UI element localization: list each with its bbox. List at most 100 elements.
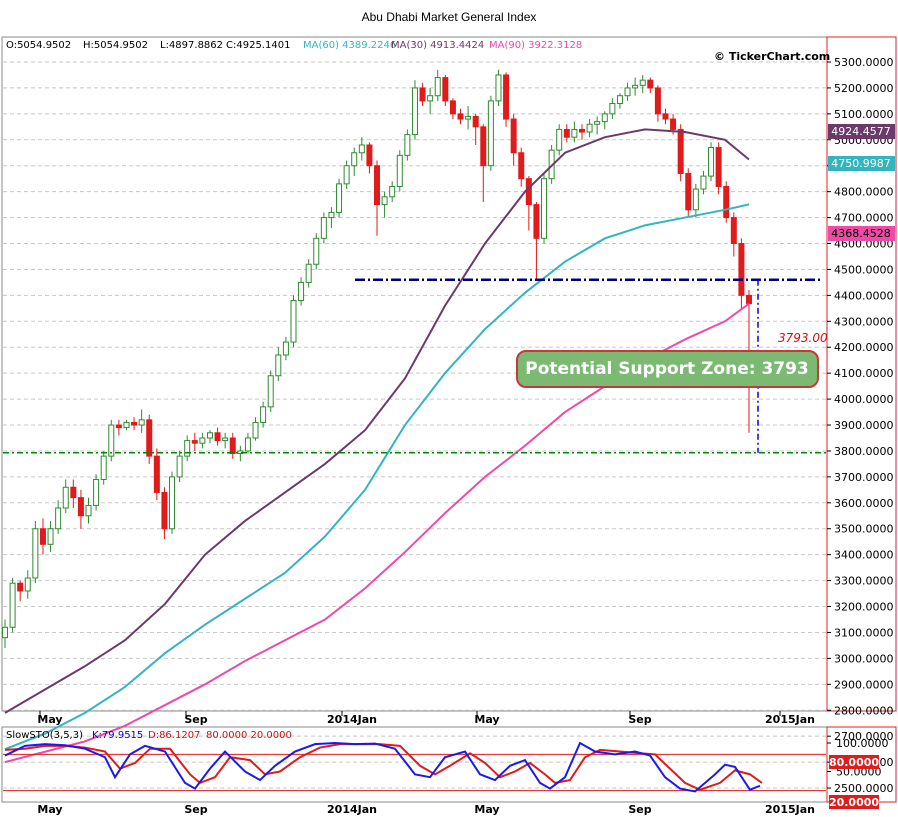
candle-up — [260, 406, 267, 423]
time-axis: May Sep 2014Jan May Sep 2015Jan — [37, 711, 815, 726]
candle-up — [100, 455, 107, 480]
x-tick-label: 2014Jan — [327, 713, 377, 726]
stoch-lower-badge: 20.0000 — [829, 796, 879, 809]
candle-up — [305, 263, 312, 283]
candle-up — [244, 437, 251, 452]
candle-up — [404, 134, 411, 156]
candle-up — [495, 74, 502, 102]
candle-up — [427, 95, 434, 102]
candle-down — [39, 528, 46, 545]
stoch-k-line — [4, 741, 761, 793]
candle-down — [677, 128, 684, 174]
y-tick-label: 3700.0000 — [834, 471, 894, 484]
candle-down — [229, 437, 236, 455]
candle-down — [647, 79, 654, 89]
candle-up — [411, 87, 418, 136]
candle-up — [290, 300, 297, 343]
candle-up — [692, 188, 699, 211]
candle-up — [358, 144, 365, 154]
ma90-legend: MA(90) 3922.3128 — [489, 40, 582, 51]
candle-down — [738, 243, 745, 296]
candle-down — [533, 204, 540, 239]
ohlc-close: C:4925.1401 — [226, 40, 290, 51]
candle-down — [153, 455, 160, 493]
candle-up — [700, 175, 707, 190]
candle-up — [556, 128, 563, 151]
stoch-levels-legend: 80.0000 20.0000 — [206, 730, 292, 741]
candle-up — [282, 341, 289, 356]
candle-up — [351, 152, 358, 167]
stoch-x-tick-label: 2015Jan — [765, 803, 815, 816]
y-tick-label: 2800.0000 — [834, 704, 894, 717]
y-tick-label: 5200.0000 — [834, 82, 894, 95]
candle-up — [541, 178, 548, 239]
y-tick-label: 3900.0000 — [834, 419, 894, 432]
candle-up — [343, 165, 350, 185]
candle-up — [222, 437, 229, 442]
ma30-legend: MA(30) 4913.4424 — [391, 40, 484, 51]
candle-down — [366, 144, 373, 167]
candle-down — [70, 486, 77, 499]
candle-up — [594, 121, 601, 125]
candle-up — [381, 196, 388, 206]
y-tick-label: 2900.0000 — [834, 678, 894, 691]
ma60-line — [4, 203, 750, 751]
candle-up — [586, 123, 593, 133]
ohlc-open: O:5054.9502 — [6, 40, 71, 51]
y-tick-label: 3000.0000 — [834, 652, 894, 665]
candle-up — [184, 440, 191, 457]
candle-up — [328, 211, 335, 219]
stoch-name: SlowSTO(3,5,3) — [6, 730, 83, 741]
candle-up — [639, 79, 646, 86]
candle-up — [389, 185, 396, 198]
support-level-label: 3793.00 — [778, 331, 828, 345]
candle-down — [510, 118, 517, 154]
x-tick-label: May — [474, 713, 499, 726]
candle-up — [336, 183, 343, 213]
stoch-k-legend: K:79.9515 — [92, 730, 143, 741]
ohlc-high: H:5054.9502 — [83, 40, 148, 51]
candle-up — [2, 626, 8, 639]
y-tick-label: 3500.0000 — [834, 523, 894, 536]
y-tick-label: 3300.0000 — [834, 575, 894, 588]
candle-down — [419, 87, 426, 102]
candle-down — [715, 147, 722, 187]
candle-up — [252, 421, 259, 439]
candle-up — [298, 281, 305, 302]
last-price-badge-bg — [828, 226, 895, 241]
candle-up — [199, 437, 206, 444]
candle-up — [601, 113, 608, 123]
candle-up — [123, 421, 130, 429]
y-tick-label: 3400.0000 — [834, 549, 894, 562]
candle-up — [108, 424, 115, 457]
stoch-x-tick-label: Sep — [628, 803, 651, 816]
candle-down — [670, 118, 677, 130]
stoch-upper-badge-bg — [829, 755, 879, 769]
price-axis-frame — [826, 36, 897, 712]
candle-down — [730, 217, 737, 245]
x-tick-label: Sep — [184, 713, 207, 726]
y-tick-label: 4400.0000 — [834, 289, 894, 302]
price-axis: 5300.00005200.00005100.00005000.00004900… — [827, 56, 894, 795]
stoch-x-tick-label: 2014Jan — [327, 803, 377, 816]
stoch-lower-badge-bg — [829, 795, 879, 809]
ma30-badge: 4924.4577 — [831, 125, 891, 138]
candle-up — [85, 504, 92, 517]
ohlc-low: L:4897.8862 — [160, 40, 223, 51]
y-tick-label: 3800.0000 — [834, 445, 894, 458]
candle-up — [32, 528, 39, 579]
stoch-x-tick-label: May — [474, 803, 499, 816]
stochastic-series — [3, 741, 826, 793]
candle-down — [685, 172, 692, 211]
stoch-time-axis: May Sep 2014Jan May Sep 2015Jan — [37, 803, 815, 816]
y-tick-label: 4500.0000 — [834, 263, 894, 276]
candle-up — [206, 432, 213, 439]
candle-down — [191, 440, 198, 444]
candle-down — [746, 294, 752, 305]
ma60-badge: 4750.9987 — [831, 157, 891, 170]
y-tick-label: 2500.0000 — [834, 782, 894, 795]
stoch-d-line — [4, 743, 763, 791]
candle-up — [62, 486, 69, 509]
candle-down — [723, 185, 730, 219]
